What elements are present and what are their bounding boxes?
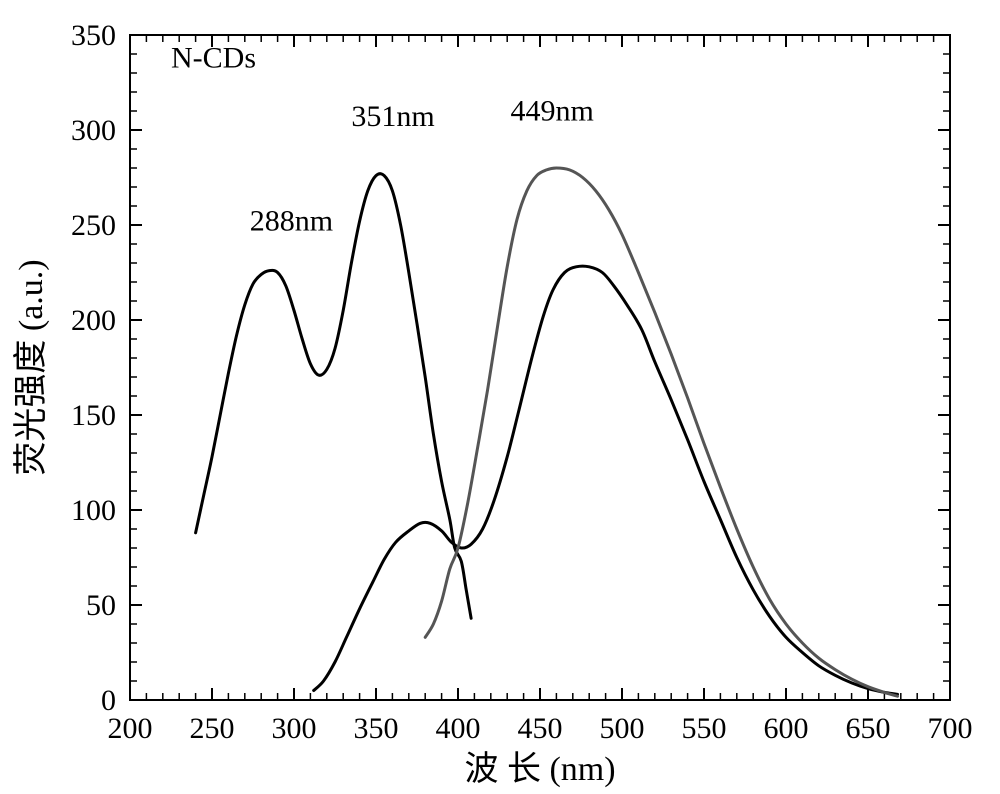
plot-frame [130,35,950,700]
peak-annotation: 449nm [510,95,593,128]
y-tick-label: 0 [101,684,116,717]
x-tick-label: 300 [272,712,317,745]
chart-svg: 200 250 300 350 400 450 500 550 600 650 700 0 50 100 1… [0,0,1000,794]
x-tick-label: 250 [190,712,235,745]
x-tick-label: 600 [764,712,809,745]
y-tick-label: 300 [71,114,116,147]
x-tick-label: 700 [928,712,973,745]
x-tick-label: 500 [600,712,645,745]
legend-text: N-CDs [171,41,256,74]
spectra-chart: 200 250 300 350 400 450 500 550 600 650 700 0 50 100 1… [0,0,1000,794]
x-tick-label: 400 [436,712,481,745]
x-tick-label: 450 [518,712,563,745]
excitation-curve [196,174,472,619]
y-tick-label: 100 [71,494,116,527]
emission-curve-351ex [425,168,897,696]
x-tick-label: 350 [354,712,399,745]
y-tick-label: 350 [71,19,116,52]
x-axis-title: 波 长 (nm) [464,750,615,788]
x-tick-label: 550 [682,712,727,745]
y-tick-label: 150 [71,399,116,432]
peak-annotation: 288nm [250,205,333,238]
y-tick-label: 50 [86,589,116,622]
emission-curve-288ex [314,266,898,694]
y-tick-label: 200 [71,304,116,337]
y-tick-label: 250 [71,209,116,242]
y-axis-title: 荧光强度 (a.u.) [12,259,50,475]
peak-annotation: 351nm [351,100,434,133]
x-tick-label: 650 [846,712,891,745]
